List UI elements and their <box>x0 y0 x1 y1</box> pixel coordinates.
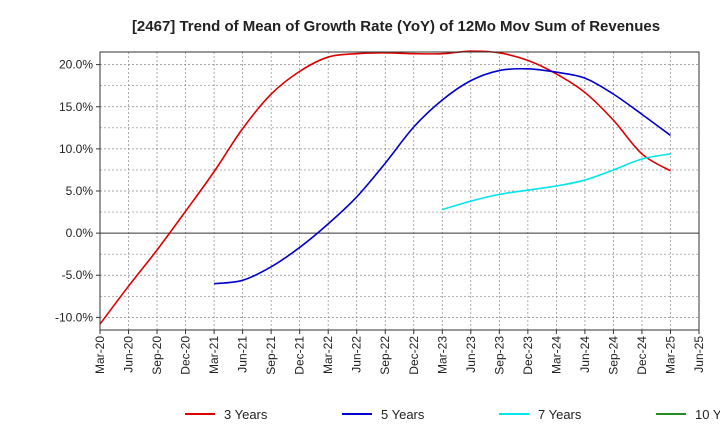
legend-label-5-years: 5 Years <box>381 407 425 422</box>
y-tick-label: -5.0% <box>62 268 94 282</box>
series-group <box>99 50 671 325</box>
x-tick-label: Mar-24 <box>549 336 563 374</box>
x-tick-label: Sep-23 <box>492 336 506 375</box>
x-tick-label: Sep-22 <box>378 336 392 375</box>
x-tick-label: Jun-22 <box>350 336 364 373</box>
y-tick-label: 20.0% <box>59 58 93 72</box>
x-tick-label: Jun-21 <box>236 336 250 373</box>
x-tick-label: Jun-23 <box>464 336 478 373</box>
y-tick-label: -10.0% <box>55 310 93 324</box>
series-line-3-years <box>99 50 671 325</box>
x-tick-label: Jun-24 <box>578 336 592 373</box>
chart-title: [2467] Trend of Mean of Growth Rate (YoY… <box>132 18 660 35</box>
x-tick-label: Dec-24 <box>635 336 649 375</box>
x-tick-label: Sep-21 <box>264 336 278 375</box>
x-tick-label: Mar-25 <box>663 336 677 374</box>
x-tick-label: Dec-22 <box>407 336 421 375</box>
x-tick-label: Sep-20 <box>150 336 164 375</box>
x-tick-label: Mar-21 <box>207 336 221 374</box>
x-tick-label: Jun-20 <box>122 336 136 373</box>
x-tick-label: Mar-22 <box>321 336 335 374</box>
series-line-7-years <box>442 153 671 211</box>
series-line-5-years <box>214 67 671 285</box>
y-tick-label: 15.0% <box>59 100 93 114</box>
x-tick-label: Jun-25 <box>692 336 706 373</box>
legend-label-7-years: 7 Years <box>538 407 582 422</box>
y-axis-ticks: -10.0% -5.0% 0.0% 5.0% 10.0% 15.0% 20.0% <box>55 58 100 324</box>
x-axis-ticks: Mar-20 Jun-20 Sep-20 Dec-20 Mar-21 Jun-21 Sep-… <box>93 330 706 375</box>
x-tick-label: Sep-24 <box>606 336 620 375</box>
legend-label-3-years: 3 Years <box>224 407 268 422</box>
y-tick-label: 5.0% <box>66 184 94 198</box>
x-tick-label: Mar-20 <box>93 336 107 374</box>
y-tick-label: 10.0% <box>59 142 93 156</box>
x-tick-label: Dec-21 <box>293 336 307 375</box>
x-tick-label: Dec-20 <box>179 336 193 375</box>
legend: 3 Years 5 Years 7 Years 10 Years <box>185 407 720 422</box>
x-tick-label: Dec-23 <box>521 336 535 375</box>
y-tick-label: 0.0% <box>66 226 94 240</box>
x-tick-label: Mar-23 <box>435 336 449 374</box>
legend-label-10-years: 10 Years <box>695 407 720 422</box>
